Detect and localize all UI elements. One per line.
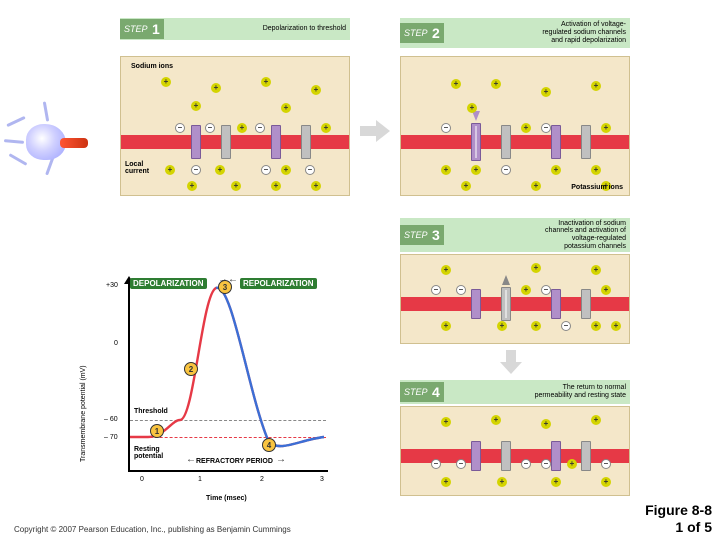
membrane-step-2: + + + + + – + – + + + – + + + + + Potass… bbox=[400, 56, 630, 196]
refractory-label: REFRACTORY PERIOD bbox=[196, 458, 273, 465]
step-1-text: Depolarization to threshold bbox=[263, 24, 346, 34]
step-3-text: Inactivation of sodium channels and acti… bbox=[545, 219, 626, 252]
arrow-step3-step4 bbox=[500, 350, 522, 374]
graph-point-3: 3 bbox=[218, 280, 232, 294]
y-axis-label: Transmembrane potential (mV) bbox=[80, 365, 87, 462]
neuron-icon bbox=[6, 110, 76, 180]
step-1: STEP 1 Depolarization to threshold bbox=[120, 18, 350, 40]
resting-label: Resting potential bbox=[134, 446, 163, 460]
step-label: STEP bbox=[124, 24, 148, 34]
ytick-1: 0 bbox=[114, 340, 118, 347]
step-4-text: The return to normal permeability and re… bbox=[535, 383, 626, 400]
potassium-label: Potassium ions bbox=[571, 184, 623, 191]
action-potential-graph: Transmembrane potential (mV) +30 0 – 60 … bbox=[90, 282, 360, 492]
copyright-text: Copyright © 2007 Pearson Education, Inc.… bbox=[14, 525, 291, 534]
graph-point-1: 1 bbox=[150, 424, 164, 438]
membrane-step-1: Sodium ions + + + + + + – – + – + Local … bbox=[120, 56, 350, 196]
local-current-label: Local current bbox=[125, 161, 149, 175]
ytick-3: – 70 bbox=[104, 434, 118, 441]
figure-label: Figure 8-8 1 of 5 bbox=[645, 502, 712, 536]
repolarization-badge: REPOLARIZATION bbox=[240, 278, 317, 289]
step-2: STEP 2 Activation of voltage- regulated … bbox=[400, 18, 630, 48]
ytick-0: +30 bbox=[106, 282, 118, 289]
membrane-step-3: + + + – – + – + + + + – + + bbox=[400, 254, 630, 344]
arrow-step1-step2 bbox=[360, 120, 390, 142]
step-4: STEP 4 The return to normal permeability… bbox=[400, 380, 630, 404]
step-2-text: Activation of voltage- regulated sodium … bbox=[542, 20, 626, 45]
membrane-step-4: + + + + – – – – + – + + + + bbox=[400, 406, 630, 496]
graph-point-2: 2 bbox=[184, 362, 198, 376]
threshold-label: Threshold bbox=[134, 408, 168, 415]
step-num: 1 bbox=[152, 21, 160, 37]
x-axis-label: Time (msec) bbox=[206, 495, 247, 502]
ap-curve bbox=[128, 282, 368, 482]
depolarization-badge: DEPOLARIZATION bbox=[130, 278, 207, 289]
ytick-2: – 60 bbox=[104, 416, 118, 423]
sodium-label: Sodium ions bbox=[131, 63, 173, 70]
step-3: STEP 3 Inactivation of sodium channels a… bbox=[400, 218, 630, 252]
graph-point-4: 4 bbox=[262, 438, 276, 452]
